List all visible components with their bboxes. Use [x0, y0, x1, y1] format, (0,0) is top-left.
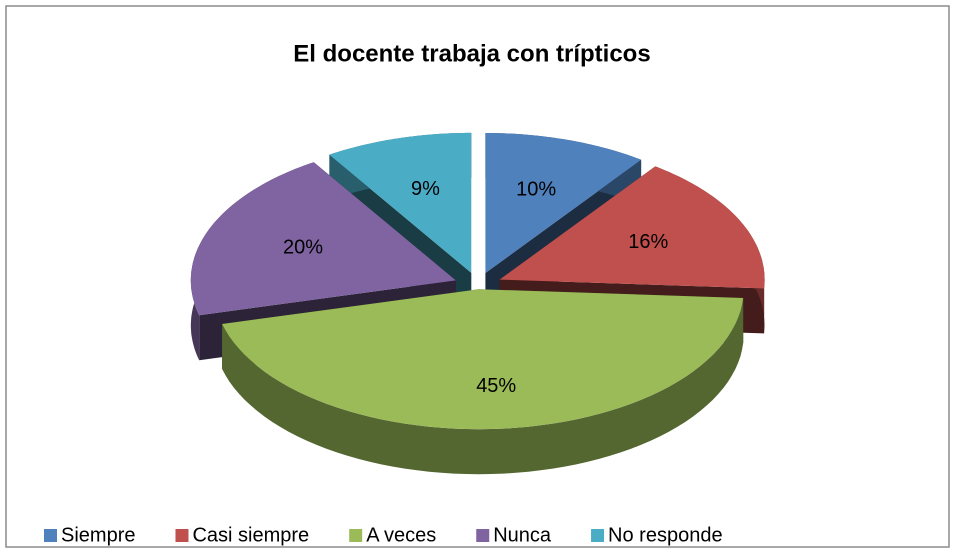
data-label: 45% [476, 375, 516, 397]
legend-label: Casi siempre [192, 524, 309, 546]
legend-swatch [44, 529, 57, 542]
slice [485, 133, 642, 273]
slice [222, 289, 744, 430]
data-label: 9% [411, 178, 440, 200]
legend-label: Nunca [493, 524, 552, 546]
slice-side [222, 298, 744, 475]
legend-swatch [349, 529, 363, 542]
data-label: 16% [628, 231, 668, 253]
legend-swatch [175, 529, 189, 542]
chart-title: El docente trabaja con trípticos [293, 40, 650, 67]
slice [499, 166, 765, 289]
data-label: 10% [516, 179, 556, 201]
legend-label: Siempre [61, 524, 135, 546]
legend-swatch [476, 529, 490, 542]
legend-swatch [591, 529, 605, 542]
slice [329, 132, 472, 273]
slice [190, 162, 456, 316]
legend-label: No responde [608, 524, 723, 546]
legend-label: A veces [366, 524, 436, 546]
data-label: 20% [283, 237, 323, 259]
